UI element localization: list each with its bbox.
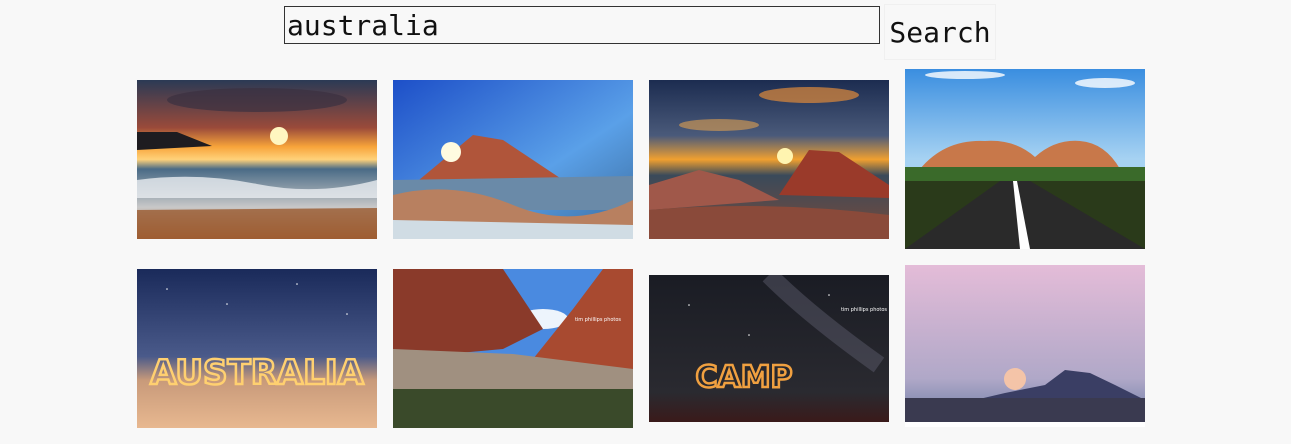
result-image-2[interactable] xyxy=(393,80,633,239)
result-image-4[interactable] xyxy=(905,69,1145,249)
sunset-rock-outcrop-photo xyxy=(649,80,889,239)
result-image-1[interactable] xyxy=(137,80,377,239)
sunset-ocean-waves-photo xyxy=(137,80,377,239)
moonrise-over-rocks-photo xyxy=(905,265,1145,427)
desert-road-rock-domes-photo xyxy=(905,69,1145,249)
search-input[interactable] xyxy=(284,6,880,44)
result-image-6[interactable]: tim phillips photos xyxy=(393,269,633,428)
light-painting-australia-photo: AUSTRALIA xyxy=(137,269,377,428)
result-image-7[interactable]: CAMP tim phillips photos xyxy=(649,275,889,422)
watermark-text: tim phillips photos xyxy=(575,317,621,323)
search-bar: Search xyxy=(284,4,996,60)
result-image-8[interactable] xyxy=(905,265,1145,427)
light-painting-camp-photo: CAMP tim phillips photos xyxy=(649,275,889,422)
light-text: CAMP xyxy=(695,360,792,395)
sunburst-coastal-rock-photo xyxy=(393,80,633,239)
search-button[interactable]: Search xyxy=(884,4,996,60)
light-text: AUSTRALIA xyxy=(150,353,364,393)
watermark-text: tim phillips photos xyxy=(841,307,887,313)
red-canyon-waterhole-photo: tim phillips photos xyxy=(393,269,633,428)
result-image-3[interactable] xyxy=(649,80,889,239)
result-image-5[interactable]: AUSTRALIA xyxy=(137,269,377,428)
